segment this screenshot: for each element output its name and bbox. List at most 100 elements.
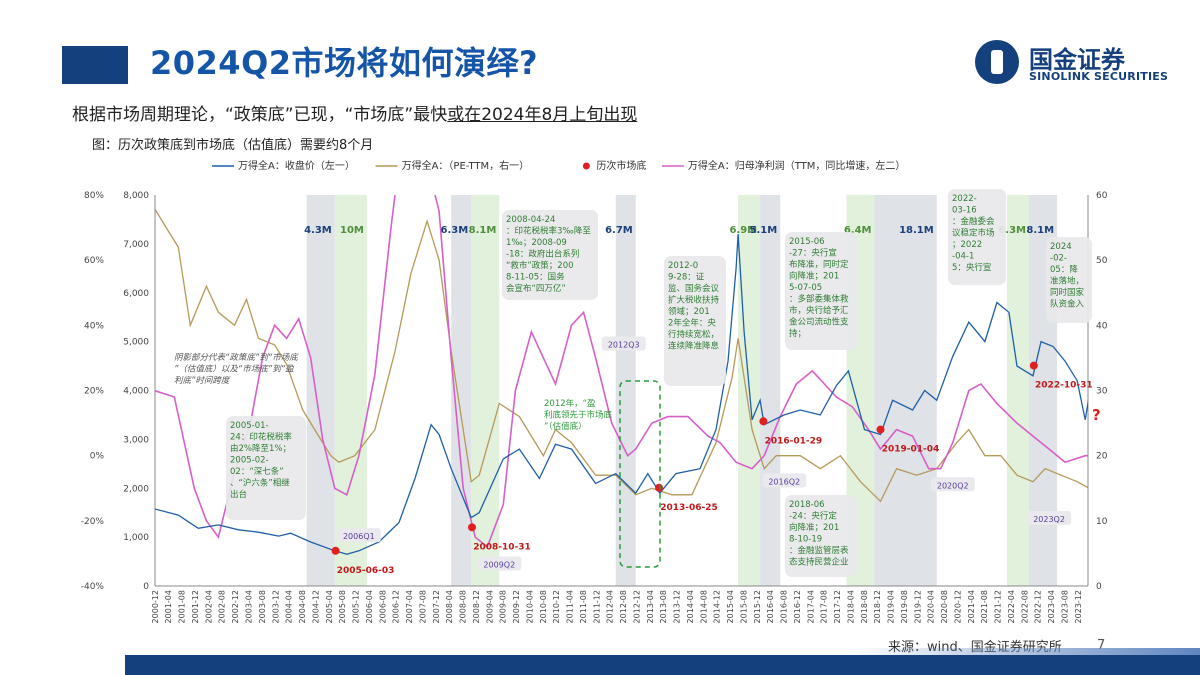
annotation-line: 02：“深七条” bbox=[230, 466, 284, 477]
left2-axis-tick-label: 40% bbox=[84, 321, 104, 331]
annotation-box bbox=[948, 189, 1006, 285]
x-axis-tick-label: 2003-08 bbox=[258, 590, 267, 623]
annotation-box bbox=[502, 210, 598, 300]
market-bottom-label: 2005-06-03 bbox=[337, 566, 395, 576]
band-duration-label: 6.3M bbox=[998, 225, 1026, 236]
policy-band bbox=[760, 195, 781, 586]
earnings-bottom-label: 2016Q2 bbox=[768, 477, 800, 486]
annotation-line: 金公司流动性支 bbox=[789, 317, 849, 328]
left2-axis-tick-label: -20% bbox=[81, 517, 105, 527]
highlight-2012-box bbox=[619, 380, 661, 568]
x-axis-tick-label: 2020-08 bbox=[940, 590, 949, 623]
x-axis-tick-label: 2010-08 bbox=[539, 590, 548, 623]
left2-axis-tick-label: -40% bbox=[81, 582, 105, 592]
x-axis-tick-label: 2017-08 bbox=[820, 590, 829, 623]
page-title: 2024Q2市场将如何演绎? bbox=[150, 44, 539, 82]
annotation-line: 扩大税收扶持 bbox=[668, 295, 720, 306]
annotation-text: 2012年，“盈利底领先于市场底”（估值底） bbox=[544, 398, 613, 432]
annotation-line: -27：央行宣 bbox=[789, 248, 837, 259]
market-bottom-point bbox=[1029, 361, 1038, 370]
band-duration-label: 8.1M bbox=[469, 225, 497, 236]
annotation-line: 8-11-05：国务 bbox=[506, 272, 565, 283]
x-axis-tick-label: 2005-12 bbox=[352, 590, 361, 623]
annotation-line: 8-10-19 bbox=[789, 535, 822, 545]
annotation-line: 2018-06 bbox=[789, 500, 825, 510]
band-duration-label: 10M bbox=[340, 225, 364, 236]
x-axis-tick-label: 2014-12 bbox=[713, 590, 722, 623]
annotation-line: 向降准；201 bbox=[789, 522, 839, 533]
annotation-line: 利底”时间跨度 bbox=[174, 375, 231, 386]
x-axis-tick-label: 2021-04 bbox=[967, 590, 976, 623]
annotation-line: 2015-06 bbox=[789, 237, 825, 247]
figure-caption: 图：历次政策底到市场底（估值底）需要约8个月 bbox=[92, 138, 374, 153]
x-axis-tick-label: 2002-08 bbox=[218, 590, 227, 623]
logo-mark-icon bbox=[975, 40, 1019, 84]
left-axis-tick-label: 7,000 bbox=[123, 240, 149, 250]
annotation-line: 监、国务会议 bbox=[668, 283, 720, 294]
annotation-line: -04-1 bbox=[952, 252, 974, 262]
legend-label: 万得全A：归母净利润（TTM，同比增速，左二） bbox=[688, 159, 906, 172]
subtitle-text: 根据市场周期理论，“政策底”已现，“市场底”最快 bbox=[72, 105, 448, 125]
band-duration-label: 4.3M bbox=[304, 225, 332, 236]
policy-band bbox=[874, 195, 937, 586]
logo-english-name: SINOLINK SECURITIES bbox=[1029, 70, 1169, 83]
x-axis-tick-label: 2004-04 bbox=[285, 590, 294, 623]
annotation-line: 9-28：证 bbox=[668, 273, 705, 283]
annotation-line: ；2022 bbox=[952, 240, 982, 250]
x-axis-tick-label: 2004-12 bbox=[311, 590, 320, 623]
band-duration-label: 6.9M bbox=[729, 225, 757, 236]
annotation-line: 行持续宽松， bbox=[668, 329, 719, 340]
annotation-line: 5-07-05 bbox=[789, 283, 822, 293]
x-axis-tick-label: 2008-12 bbox=[472, 590, 481, 623]
annotation-text: 2024 -02-05：降准落地，同时国家队资金入 bbox=[1050, 242, 1085, 310]
annotation-text: 2012-0 9-28：证监、国务会议扩大税收扶持领域；201 2年全年：央行持续宽… bbox=[668, 261, 720, 352]
annotation-line: 连续降准降息 bbox=[668, 341, 720, 352]
x-axis-tick-label: 2010-12 bbox=[552, 590, 561, 623]
x-axis-tick-label: 2009-04 bbox=[485, 590, 494, 623]
annotation-text: 2022- 03-16 ：金融委会议稳定市场；2022 -04-1 5：央行宣 bbox=[952, 194, 995, 273]
band-duration-label: 6.7M bbox=[605, 225, 633, 236]
x-axis-tick-label: 2021-08 bbox=[980, 590, 989, 623]
annotation-line: 2008-04-24 bbox=[506, 215, 555, 225]
annotation-line: 24：印花税税率 bbox=[230, 432, 292, 443]
band-duration-label: 8.1M bbox=[1026, 225, 1054, 236]
band-duration-label: 5.1M bbox=[750, 225, 778, 236]
band-duration-label: 18.1M bbox=[899, 225, 934, 236]
annotation-line: ：金融监管层表 bbox=[789, 545, 849, 556]
x-axis-tick-label: 2006-12 bbox=[392, 590, 401, 623]
left2-axis-tick-label: 80% bbox=[84, 191, 104, 201]
x-axis-tick-label: 2020-04 bbox=[927, 590, 936, 623]
x-axis-tick-label: 2020-12 bbox=[953, 590, 962, 623]
x-axis-tick-label: 2023-12 bbox=[1074, 590, 1083, 623]
x-axis-tick-label: 2013-12 bbox=[673, 590, 682, 623]
annotation-line: 利底领先于市场底 bbox=[544, 410, 613, 421]
left-axis-tick-label: 4,000 bbox=[123, 387, 149, 397]
earnings-bottom-tag bbox=[477, 556, 522, 571]
annotation-line: ：印花税税率3‰降至 bbox=[506, 226, 591, 237]
right-axis-tick-label: 0 bbox=[1096, 582, 1102, 592]
policy-band bbox=[615, 195, 636, 586]
left-axis-tick-label: 6,000 bbox=[123, 289, 149, 299]
annotation-line: 态支持民营企业 bbox=[789, 557, 849, 568]
annotation-line: 05：降 bbox=[1050, 264, 1078, 275]
market-bottom-point bbox=[331, 546, 340, 555]
header-accent-bar bbox=[62, 46, 128, 84]
x-axis-tick-label: 2016-04 bbox=[766, 590, 775, 623]
policy-band bbox=[1006, 195, 1030, 586]
market-bottom-label: 2019-01-04 bbox=[882, 445, 940, 455]
company-logo: 国金证券 SINOLINK SECURITIES bbox=[975, 38, 1175, 88]
x-axis-tick-label: 2022-12 bbox=[1034, 590, 1043, 623]
annotation-line: -18：政府出台系列 bbox=[506, 249, 579, 260]
annotation-line: 领域；201 bbox=[668, 306, 710, 317]
left-axis-tick-label: 3,000 bbox=[123, 435, 149, 445]
x-axis-tick-label: 2013-08 bbox=[659, 590, 668, 623]
annotation-line: 向降准；201 bbox=[789, 271, 839, 282]
x-axis-tick-label: 2012-12 bbox=[632, 590, 641, 623]
annotation-line: 同时国家 bbox=[1050, 287, 1085, 298]
x-axis-tick-label: 2005-08 bbox=[338, 590, 347, 623]
policy-band bbox=[306, 195, 335, 586]
x-axis-tick-label: 2010-04 bbox=[525, 590, 534, 623]
x-axis-tick-label: 2003-12 bbox=[271, 590, 280, 623]
x-axis-tick-label: 2016-08 bbox=[780, 590, 789, 623]
x-axis-tick-label: 2023-08 bbox=[1060, 590, 1069, 623]
